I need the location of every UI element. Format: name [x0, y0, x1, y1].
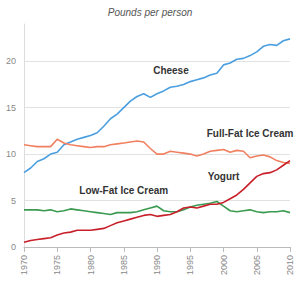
svg-text:1995: 1995: [185, 255, 195, 275]
svg-text:1980: 1980: [86, 255, 96, 275]
svg-text:10: 10: [6, 149, 16, 159]
svg-text:15: 15: [6, 103, 16, 113]
svg-text:Yogurt: Yogurt: [208, 171, 240, 182]
svg-text:2010: 2010: [285, 255, 295, 275]
svg-text:1970: 1970: [19, 255, 29, 275]
svg-text:0: 0: [11, 242, 16, 252]
svg-text:Cheese: Cheese: [153, 65, 189, 76]
svg-text:2000: 2000: [219, 255, 229, 275]
svg-text:1990: 1990: [152, 255, 162, 275]
svg-text:Low-Fat Ice Cream: Low-Fat Ice Cream: [79, 185, 168, 196]
svg-text:1985: 1985: [119, 255, 129, 275]
svg-text:2005: 2005: [252, 255, 262, 275]
svg-text:Full-Fat Ice Cream: Full-Fat Ice Cream: [207, 128, 294, 139]
svg-text:1975: 1975: [52, 255, 62, 275]
svg-text:20: 20: [6, 56, 16, 66]
svg-text:Pounds per person: Pounds per person: [108, 7, 193, 18]
svg-text:5: 5: [11, 196, 16, 206]
